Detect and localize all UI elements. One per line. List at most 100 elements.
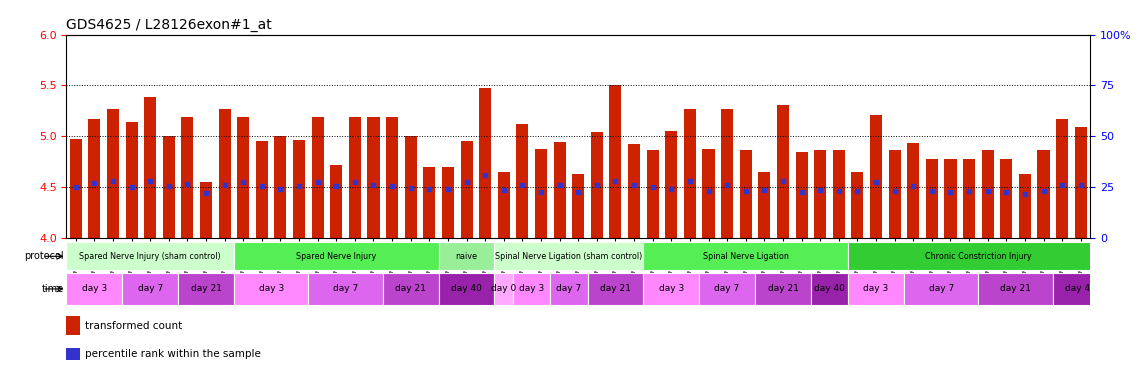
Bar — [587, 273, 643, 305]
Point — [1053, 182, 1072, 188]
Point — [1072, 182, 1090, 188]
Point — [736, 188, 755, 194]
Bar — [513, 273, 551, 305]
Bar — [721, 109, 733, 238]
Text: GDS4625 / L28126exon#1_at: GDS4625 / L28126exon#1_at — [66, 18, 273, 32]
Point — [104, 178, 123, 184]
Bar — [870, 115, 882, 238]
Bar — [275, 136, 286, 238]
Bar — [755, 273, 811, 305]
Text: day 3: day 3 — [658, 285, 684, 293]
Bar — [832, 149, 845, 238]
Bar — [163, 136, 175, 238]
Bar — [66, 348, 80, 360]
Text: naive: naive — [456, 252, 477, 261]
Bar — [551, 273, 587, 305]
Point — [867, 179, 885, 185]
Point — [1034, 188, 1052, 194]
Point — [476, 172, 495, 178]
Point — [979, 188, 997, 194]
Point — [308, 179, 326, 185]
Bar — [181, 117, 194, 238]
Bar — [70, 139, 81, 238]
Bar — [945, 159, 956, 238]
Bar — [1056, 119, 1068, 238]
Bar — [330, 165, 342, 238]
Text: day 7: day 7 — [929, 285, 954, 293]
Bar — [368, 117, 379, 238]
Point — [364, 182, 382, 188]
Bar — [889, 149, 901, 238]
Point — [607, 178, 625, 184]
Bar — [848, 273, 903, 305]
Text: day 21: day 21 — [190, 285, 221, 293]
Bar — [903, 273, 978, 305]
Text: transformed count: transformed count — [85, 321, 182, 331]
Text: day 0: day 0 — [491, 285, 516, 293]
Point — [718, 182, 736, 188]
Text: day 21: day 21 — [395, 285, 426, 293]
Point — [941, 189, 960, 195]
Point — [830, 188, 848, 194]
Text: day 3: day 3 — [259, 285, 284, 293]
Text: day 21: day 21 — [767, 285, 798, 293]
Bar — [293, 141, 305, 238]
Point — [681, 178, 700, 184]
Point — [290, 183, 308, 189]
Bar — [643, 273, 700, 305]
Point — [792, 189, 811, 195]
Bar — [665, 131, 678, 238]
Bar — [386, 117, 398, 238]
Bar — [234, 273, 308, 305]
Point — [420, 186, 439, 192]
Point — [495, 187, 513, 193]
Bar — [382, 273, 439, 305]
Text: day 7: day 7 — [556, 285, 582, 293]
Bar — [852, 172, 863, 238]
Bar — [66, 273, 123, 305]
Point — [159, 183, 177, 189]
Point — [643, 184, 662, 190]
Bar — [495, 243, 643, 270]
Bar — [796, 152, 807, 238]
Bar — [424, 167, 435, 238]
Point — [85, 180, 103, 186]
Point — [700, 188, 718, 194]
Bar — [126, 122, 137, 238]
Bar — [907, 144, 919, 238]
Text: Chronic Constriction Injury: Chronic Constriction Injury — [925, 252, 1032, 261]
Text: day 7: day 7 — [333, 285, 358, 293]
Point — [123, 184, 141, 190]
Bar — [1075, 127, 1087, 238]
Bar — [643, 243, 848, 270]
Text: Spared Nerve Injury: Spared Nerve Injury — [297, 252, 377, 261]
Bar — [311, 117, 324, 238]
Point — [905, 183, 923, 189]
Text: day 40: day 40 — [814, 285, 845, 293]
Point — [271, 186, 290, 192]
Bar — [88, 119, 101, 238]
Point — [569, 189, 587, 195]
Bar — [591, 132, 603, 238]
Bar — [1037, 149, 1050, 238]
Bar — [978, 273, 1052, 305]
Point — [513, 182, 531, 188]
Bar — [811, 273, 848, 305]
Bar — [516, 124, 529, 238]
Bar — [700, 273, 755, 305]
Point — [253, 183, 271, 189]
Bar — [1019, 174, 1030, 238]
Point — [346, 179, 364, 185]
Point — [662, 186, 680, 192]
Bar — [200, 182, 212, 238]
Bar — [647, 149, 658, 238]
Bar — [609, 86, 622, 238]
Text: day 21: day 21 — [600, 285, 631, 293]
Bar — [442, 167, 455, 238]
Text: day 21: day 21 — [1000, 285, 1030, 293]
Point — [531, 189, 550, 195]
Point — [215, 182, 234, 188]
Bar — [308, 273, 382, 305]
Text: protocol: protocol — [24, 251, 64, 262]
Bar — [237, 117, 250, 238]
